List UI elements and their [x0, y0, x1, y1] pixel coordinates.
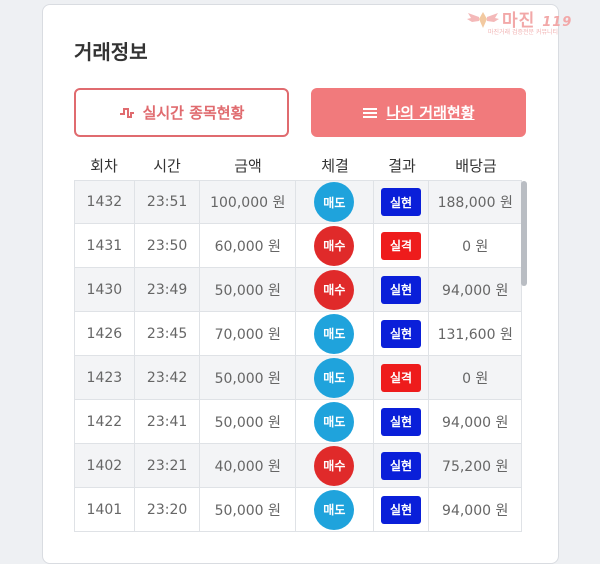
- payout-cell: 94,000 원: [442, 502, 509, 519]
- time-cell: 23:41: [135, 400, 201, 443]
- time-cell: 23:50: [135, 224, 201, 267]
- sell-badge: 매도: [314, 313, 355, 354]
- amount-cell: 50,000 원: [200, 356, 297, 399]
- result-cell: 실현: [374, 488, 430, 531]
- round-cell: 1422: [75, 400, 135, 443]
- result-cell: 실현: [374, 444, 430, 487]
- trade-cell: 매도: [296, 356, 374, 399]
- sell-badge: 매도: [314, 489, 355, 530]
- realized-badge: 실현: [381, 188, 422, 216]
- trade-cell: 매도: [296, 312, 374, 355]
- result-cell: 실현: [374, 181, 430, 223]
- round-cell: 1430: [75, 268, 135, 311]
- round-cell: 1432: [75, 181, 135, 223]
- trade-cell: 매수: [296, 224, 374, 267]
- site-logo[interactable]: 마진 119 마진거래 검증전문 커뮤니티: [466, 6, 590, 36]
- page-title: 거래정보: [74, 40, 148, 64]
- my-trades-button[interactable]: 나의 거래현황: [311, 88, 526, 137]
- table-row: 1432 23:51 100,000 원 매도 실현 188,000 원: [74, 180, 522, 224]
- table-row: 1401 23:20 50,000 원 매도 실현 94,000 원: [74, 488, 522, 532]
- round-cell: 1426: [75, 312, 135, 355]
- table-row: 1426 23:45 70,000 원 매도 실현 131,600 원: [74, 312, 522, 356]
- failed-badge: 실격: [381, 363, 422, 392]
- round-cell: 1402: [75, 444, 135, 487]
- payout-cell: 75,200 원: [442, 458, 509, 475]
- trade-cell: 매도: [296, 400, 374, 443]
- realtime-status-label: 실시간 종목현황: [142, 104, 245, 122]
- table-row: 1423 23:42 50,000 원 매도 실격 0 원: [74, 356, 522, 400]
- buy-badge: 매수: [314, 225, 355, 266]
- trade-table-body[interactable]: 1432 23:51 100,000 원 매도 실현 188,000 원 1431 23:50…: [74, 180, 527, 540]
- amount-cell: 70,000 원: [200, 312, 297, 355]
- sell-badge: 매도: [314, 182, 355, 222]
- amount-cell: 60,000 원: [200, 224, 297, 267]
- result-cell: 실격: [374, 356, 430, 399]
- trade-cell: 매도: [296, 181, 374, 223]
- payout-cell: 94,000 원: [442, 414, 509, 431]
- time-cell: 23:21: [135, 444, 201, 487]
- amount-cell: 100,000 원: [200, 181, 297, 223]
- trade-cell: 매도: [296, 488, 374, 531]
- realized-badge: 실현: [381, 319, 422, 348]
- col-time: 시간: [153, 156, 181, 175]
- realized-badge: 실현: [381, 495, 422, 524]
- payout-cell: 131,600 원: [437, 326, 513, 343]
- table-header: 회차 시간 금액 체결 결과 배당금: [74, 150, 522, 180]
- table-row: 1402 23:21 40,000 원 매수 실현 75,200 원: [74, 444, 522, 488]
- realized-badge: 실현: [381, 407, 422, 436]
- sell-badge: 매도: [314, 401, 355, 442]
- payout-cell: 188,000 원: [437, 195, 513, 211]
- round-cell: 1401: [75, 488, 135, 531]
- logo-tagline: 마진거래 검증전문 커뮤니티: [488, 29, 559, 36]
- amount-cell: 50,000 원: [200, 400, 297, 443]
- col-amount: 금액: [234, 156, 262, 175]
- table-row: 1431 23:50 60,000 원 매수 실격 0 원: [74, 224, 522, 268]
- result-cell: 실격: [374, 224, 430, 267]
- result-cell: 실현: [374, 400, 430, 443]
- col-payout: 배당금: [455, 156, 497, 175]
- wing-emblem-icon: [467, 12, 499, 28]
- trade-cell: 매수: [296, 444, 374, 487]
- failed-badge: 실격: [381, 231, 422, 260]
- sell-badge: 매도: [314, 357, 355, 398]
- realized-badge: 실현: [381, 451, 422, 480]
- amount-cell: 40,000 원: [200, 444, 297, 487]
- table-row: 1430 23:49 50,000 원 매수 실현 94,000 원: [74, 268, 522, 312]
- list-icon: [362, 107, 378, 119]
- trade-cell: 매수: [296, 268, 374, 311]
- col-result: 결과: [388, 156, 416, 175]
- pulse-icon: [119, 106, 135, 120]
- table-row: 1422 23:41 50,000 원 매도 실현 94,000 원: [74, 400, 522, 444]
- time-cell: 23:51: [135, 181, 201, 223]
- payout-cell: 94,000 원: [442, 282, 509, 299]
- buy-badge: 매수: [314, 269, 355, 310]
- payout-cell: 0 원: [462, 370, 489, 387]
- logo-text: 마진 119: [502, 11, 573, 31]
- round-cell: 1431: [75, 224, 135, 267]
- realized-badge: 실현: [381, 275, 422, 304]
- amount-cell: 50,000 원: [200, 268, 297, 311]
- buy-badge: 매수: [314, 445, 355, 486]
- round-cell: 1423: [75, 356, 135, 399]
- table-scrollbar[interactable]: [521, 181, 527, 286]
- time-cell: 23:42: [135, 356, 201, 399]
- col-trade: 체결: [321, 156, 349, 175]
- payout-cell: 0 원: [462, 238, 489, 255]
- time-cell: 23:20: [135, 488, 201, 531]
- result-cell: 실현: [374, 312, 430, 355]
- amount-cell: 50,000 원: [200, 488, 297, 531]
- my-trades-label: 나의 거래현황: [386, 104, 475, 122]
- time-cell: 23:49: [135, 268, 201, 311]
- col-round: 회차: [90, 156, 118, 175]
- time-cell: 23:45: [135, 312, 201, 355]
- result-cell: 실현: [374, 268, 430, 311]
- realtime-status-button[interactable]: 실시간 종목현황: [74, 88, 289, 137]
